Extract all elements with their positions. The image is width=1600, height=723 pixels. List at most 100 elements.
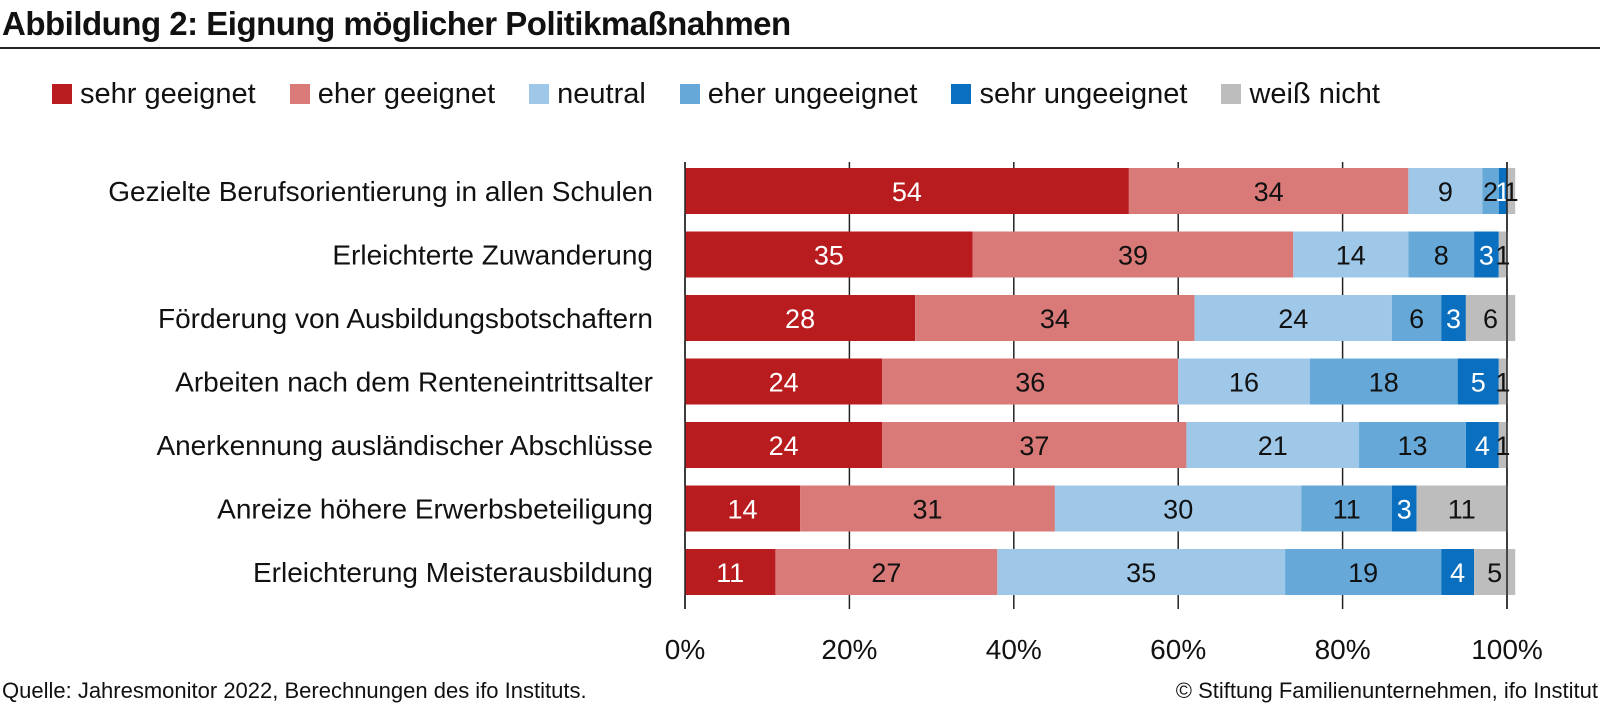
data-label: 19 xyxy=(1348,558,1378,588)
bar-segment xyxy=(1194,295,1392,341)
bar-segment xyxy=(1359,422,1466,468)
bar-segment xyxy=(685,231,973,278)
bar-segment xyxy=(972,231,1294,278)
bar-segment xyxy=(1474,549,1516,595)
data-label: 9 xyxy=(1438,177,1453,207)
category-label: Erleichterung Meisterausbildung xyxy=(253,557,653,588)
legend-item: sehr geeignet xyxy=(52,76,256,112)
legend-label: sehr geeignet xyxy=(80,78,256,110)
bar-segment xyxy=(1285,549,1442,595)
legend-swatch xyxy=(1221,84,1242,104)
legend-item: neutral xyxy=(529,76,646,112)
data-label: 27 xyxy=(871,558,901,588)
bar-segment xyxy=(1498,422,1507,468)
data-label: 34 xyxy=(1040,304,1070,334)
legend-swatch xyxy=(529,84,550,104)
data-label: 30 xyxy=(1163,495,1193,525)
legend-label: eher ungeeignet xyxy=(707,78,918,110)
data-label: 21 xyxy=(1258,431,1288,461)
data-label: 3 xyxy=(1446,304,1461,334)
data-label: 39 xyxy=(1118,241,1148,271)
bar-segment xyxy=(685,358,883,405)
data-label: 1 xyxy=(1504,177,1519,207)
data-label: 5 xyxy=(1471,368,1486,398)
legend-item: eher ungeeignet xyxy=(679,76,918,112)
data-label: 18 xyxy=(1369,368,1399,398)
bar-segment xyxy=(685,168,1129,214)
data-label: 24 xyxy=(1278,304,1308,334)
bar-segment xyxy=(685,295,916,341)
data-label: 4 xyxy=(1475,431,1490,461)
bar-segment xyxy=(685,549,776,595)
bar-segment xyxy=(685,422,883,468)
category-label: Anerkennung ausländischer Abschlüsse xyxy=(156,430,653,461)
bar-segment xyxy=(1293,231,1409,278)
bar-segment xyxy=(1301,485,1392,532)
bar-segment xyxy=(882,358,1179,405)
bar-segment xyxy=(997,549,1286,595)
bar-segment xyxy=(1507,168,1516,214)
bar-segment xyxy=(1474,231,1499,278)
copyright-note: © Stiftung Familienunternehmen, ifo Inst… xyxy=(1175,678,1598,703)
title-divider xyxy=(0,47,1600,49)
data-label: 3 xyxy=(1397,495,1412,525)
data-label: 37 xyxy=(1019,431,1049,461)
data-label: 16 xyxy=(1229,368,1259,398)
bar-segment xyxy=(1441,549,1475,595)
data-label: 24 xyxy=(769,368,799,398)
bar-segment xyxy=(1309,358,1458,405)
data-label: 35 xyxy=(1126,558,1156,588)
bar-segment xyxy=(882,422,1187,468)
source-note: Quelle: Jahresmonitor 2022, Berechnungen… xyxy=(2,678,587,703)
data-label: 28 xyxy=(785,304,815,334)
data-label: 8 xyxy=(1434,241,1449,271)
data-label: 1 xyxy=(1495,368,1510,398)
data-label: 5 xyxy=(1487,558,1502,588)
bar-segment xyxy=(800,485,1055,532)
legend-label: sehr ungeeignet xyxy=(979,78,1188,110)
bar-segment xyxy=(1408,231,1475,278)
bar-segment xyxy=(1178,358,1310,405)
legend-label: eher geeignet xyxy=(317,78,496,110)
legend-item: sehr ungeeignet xyxy=(951,76,1187,112)
bar-segment xyxy=(1498,231,1507,278)
bar-segment xyxy=(915,295,1195,341)
chart-title: Abbildung 2: Eignung möglicher Politikma… xyxy=(2,5,791,42)
bar-segment xyxy=(1465,422,1499,468)
bar-segment xyxy=(1391,485,1417,532)
data-label: 11 xyxy=(716,558,744,588)
bar-segment xyxy=(1186,422,1360,468)
bar-segment xyxy=(1498,168,1507,214)
data-label: 1 xyxy=(1495,431,1510,461)
legend-swatch xyxy=(679,84,700,104)
data-label: 35 xyxy=(814,241,844,271)
bar-segment xyxy=(1482,168,1499,214)
bar-segment xyxy=(1054,485,1302,532)
data-label: 11 xyxy=(1448,495,1476,525)
data-label: 1 xyxy=(1495,241,1510,271)
bar-segment xyxy=(1408,168,1483,214)
data-label: 14 xyxy=(1336,241,1366,271)
chart-plot: Gezielte Berufsorientierung in allen Sch… xyxy=(108,162,1543,665)
data-label: 31 xyxy=(912,495,942,525)
bar-segment xyxy=(775,549,998,595)
data-label: 6 xyxy=(1409,304,1424,334)
x-tick-label: 40% xyxy=(986,634,1042,665)
category-label: Gezielte Berufsorientierung in allen Sch… xyxy=(108,176,653,207)
legend-label: weiß nicht xyxy=(1249,78,1380,110)
data-label: 54 xyxy=(892,177,922,207)
bar-segment xyxy=(1498,358,1507,405)
category-label: Förderung von Ausbildungsbotschaftern xyxy=(158,303,653,334)
legend-swatch xyxy=(52,84,72,104)
data-label: 4 xyxy=(1450,558,1465,588)
data-label: 6 xyxy=(1483,304,1498,334)
legend-swatch xyxy=(951,84,972,104)
legend-swatch xyxy=(289,84,310,104)
category-label: Arbeiten nach dem Renteneintrittsalter xyxy=(175,367,653,398)
legend-label: neutral xyxy=(557,78,646,110)
data-label: 34 xyxy=(1254,177,1284,207)
bar-segment xyxy=(1441,295,1466,341)
bar-segment xyxy=(685,485,801,532)
x-tick-label: 60% xyxy=(1150,634,1206,665)
legend: sehr geeignet eher geeignet neutral eher un… xyxy=(52,74,1414,114)
